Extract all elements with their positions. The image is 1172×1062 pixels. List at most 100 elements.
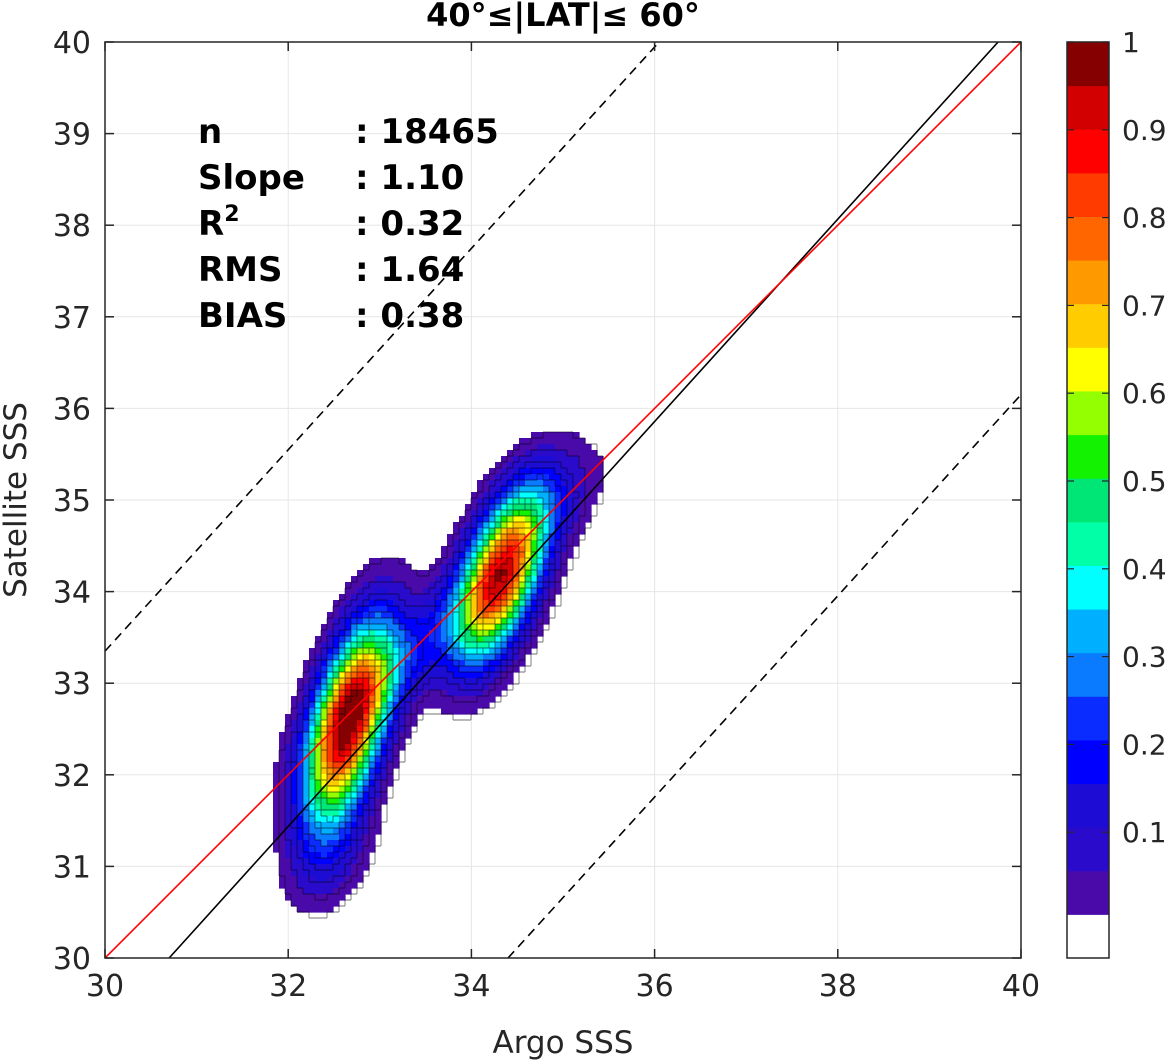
density-cell xyxy=(471,534,478,541)
density-cell xyxy=(489,510,496,517)
density-cell xyxy=(381,750,388,757)
density-cell xyxy=(327,786,334,793)
density-cell xyxy=(507,462,514,469)
density-cell xyxy=(465,672,472,679)
density-cell xyxy=(297,690,304,697)
density-cell xyxy=(375,636,382,643)
density-cell xyxy=(327,864,334,871)
density-cell xyxy=(303,684,310,691)
density-cell xyxy=(525,618,532,625)
density-cell xyxy=(495,480,502,487)
density-cell xyxy=(417,642,424,649)
density-cell xyxy=(399,564,406,571)
density-cell xyxy=(333,690,340,697)
density-cell xyxy=(321,858,328,865)
density-cell xyxy=(297,678,304,685)
density-cell xyxy=(459,636,466,643)
density-cell xyxy=(357,702,364,709)
density-cell xyxy=(321,846,328,853)
density-cell xyxy=(285,786,292,793)
density-cell xyxy=(471,702,478,709)
density-cell xyxy=(399,558,406,565)
density-cell xyxy=(465,618,472,625)
density-cell xyxy=(435,666,442,673)
density-cell xyxy=(351,852,358,859)
density-cell xyxy=(327,852,334,859)
density-cell xyxy=(537,444,544,451)
density-cell xyxy=(393,726,400,733)
density-cell xyxy=(471,504,478,511)
density-cell xyxy=(369,762,376,769)
density-cell xyxy=(555,552,562,559)
density-cell xyxy=(579,504,586,511)
density-cell xyxy=(519,588,526,595)
density-cell xyxy=(453,636,460,643)
density-cell xyxy=(417,660,424,667)
density-cell xyxy=(549,450,556,457)
density-cell xyxy=(453,684,460,691)
density-cell xyxy=(441,660,448,667)
density-cell xyxy=(537,498,544,505)
density-cell xyxy=(447,666,454,673)
density-cell xyxy=(531,588,538,595)
density-cell xyxy=(489,636,496,643)
density-cell xyxy=(483,612,490,619)
density-cell xyxy=(399,618,406,625)
density-cell xyxy=(309,780,316,787)
density-cell xyxy=(453,540,460,547)
colorbar-swatch xyxy=(1067,827,1109,872)
density-cell xyxy=(351,648,358,655)
density-cell xyxy=(357,798,364,805)
density-cell xyxy=(333,888,340,895)
density-cell xyxy=(531,546,538,553)
density-cell xyxy=(321,822,328,829)
density-cell xyxy=(351,804,358,811)
density-cell xyxy=(297,738,304,745)
density-cell xyxy=(357,810,364,817)
density-cell xyxy=(519,450,526,457)
density-cell xyxy=(303,834,310,841)
density-cell xyxy=(303,738,310,745)
density-cell xyxy=(477,522,484,529)
density-cell xyxy=(393,750,400,757)
density-cell xyxy=(555,528,562,535)
density-cell xyxy=(291,696,298,703)
density-cell xyxy=(507,570,514,577)
density-cell xyxy=(573,462,580,469)
density-cell xyxy=(477,684,484,691)
density-cell xyxy=(507,504,514,511)
density-cell xyxy=(531,444,538,451)
density-cell xyxy=(405,732,412,739)
density-cell xyxy=(549,546,556,553)
density-cell xyxy=(519,438,526,445)
stat-value: : 1.10 xyxy=(355,158,464,198)
density-cell xyxy=(585,516,592,523)
density-cell xyxy=(537,552,544,559)
density-cell xyxy=(597,462,604,469)
density-cell xyxy=(327,660,334,667)
density-cell xyxy=(411,636,418,643)
density-cell xyxy=(531,594,538,601)
density-cell xyxy=(471,672,478,679)
density-cell xyxy=(381,726,388,733)
density-cell xyxy=(285,804,292,811)
density-cell xyxy=(585,456,592,463)
density-cell xyxy=(369,792,376,799)
density-cell xyxy=(561,546,568,553)
density-cell xyxy=(363,858,370,865)
density-cell xyxy=(303,870,310,877)
density-cell xyxy=(387,606,394,613)
density-cell xyxy=(393,630,400,637)
density-cell xyxy=(477,510,484,517)
density-cell xyxy=(285,810,292,817)
density-cell xyxy=(477,534,484,541)
density-cell xyxy=(375,642,382,649)
density-cell xyxy=(435,690,442,697)
density-cell xyxy=(525,528,532,535)
density-cell xyxy=(327,804,334,811)
density-cell xyxy=(315,786,322,793)
density-cell xyxy=(483,630,490,637)
density-cell xyxy=(357,732,364,739)
density-cell xyxy=(291,780,298,787)
density-cell xyxy=(351,720,358,727)
